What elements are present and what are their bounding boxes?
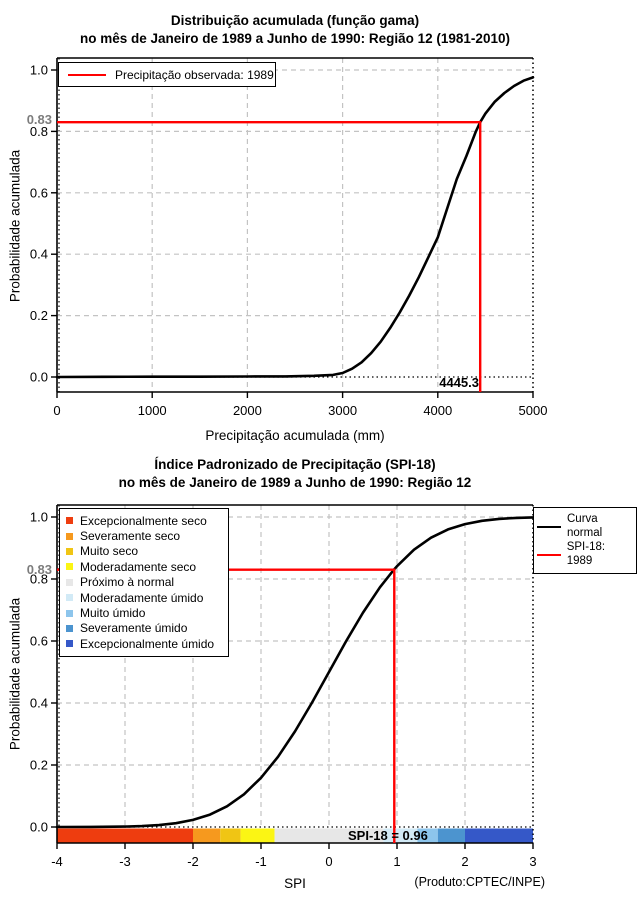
category-label: Moderadamente úmido: [80, 590, 204, 605]
spi-x-tick-label: 1: [393, 854, 400, 869]
spi-colorbar-segment: [240, 828, 275, 843]
category-swatch-icon: [66, 578, 73, 586]
normal-curve-label: Curva normal: [567, 513, 602, 540]
gamma-y-tick-label: 0.4: [30, 247, 48, 262]
spi-category-legend-item: Moderadamente seco: [66, 559, 224, 574]
category-swatch-icon: [66, 640, 73, 648]
gamma-legend-label: Precipitação observada: 1989: [115, 67, 274, 82]
category-swatch-icon: [66, 563, 73, 571]
spi-cdf-curve: [55, 516, 535, 829]
gamma-x-tick-label: 5000: [519, 403, 548, 418]
spi-series-label: SPI-18: 1989: [566, 541, 606, 567]
spi-category-legend-item: Severamente úmido: [66, 621, 224, 636]
spi-x-tick-label: 2: [461, 854, 468, 869]
category-label: Severamente seco: [80, 529, 181, 544]
category-label: Moderadamente seco: [80, 559, 197, 574]
category-swatch-icon: [66, 594, 73, 602]
spi-curve-legend: Curva normal SPI-18: 1989: [533, 507, 637, 574]
spi-chart-title: Índice Padronizado de Precipitação (SPI-…: [0, 456, 590, 492]
gamma-y-tick-label: 1.0: [30, 63, 48, 78]
spi-category-legend-item: Excepcionalmente seco: [66, 513, 224, 528]
spi-title-line2: no mês de Janeiro de 1989 a Junho de 199…: [118, 475, 472, 490]
spi-x-tick-label: 3: [529, 854, 536, 869]
spi-category-legend-item: Severamente seco: [66, 528, 224, 543]
category-label: Muito úmido: [80, 606, 146, 621]
spi-value-annotation: SPI-18 = 0.96: [348, 828, 428, 843]
category-swatch-icon: [66, 532, 73, 540]
spi-category-legend-item: Excepcionalmente úmido: [66, 636, 224, 651]
spi-x-tick-label: -3: [119, 854, 131, 869]
gamma-title-line2: no mês de Janeiro de 1989 a Junho de 199…: [80, 31, 510, 46]
spi-colorbar-segment: [220, 828, 241, 843]
spi-title-line1: Índice Padronizado de Precipitação (SPI-…: [154, 457, 436, 472]
gamma-x-tick-label: 4000: [423, 403, 452, 418]
spi-x-axis-title: SPI: [284, 876, 306, 891]
spi-colorbar-segment: [437, 828, 465, 843]
spi-category-legend-item: Muito úmido: [66, 605, 224, 620]
gamma-legend: Precipitação observada: 1989: [58, 62, 276, 87]
normal-curve-label-line2: normal: [567, 526, 603, 539]
gamma-chart-title: Distribuição acumulada (função gama) no …: [0, 12, 590, 48]
gamma-x-tick-label: 3000: [328, 403, 357, 418]
category-swatch-icon: [66, 624, 73, 632]
spi-series-legend-item: SPI-18: 1989: [537, 541, 633, 568]
category-label: Muito seco: [80, 544, 139, 559]
spi-series-line-sample: [537, 553, 561, 556]
gamma-y-tick-label: 0.6: [30, 185, 48, 200]
gamma-x-tick-label: 2000: [233, 403, 262, 418]
normal-curve-label-line1: Curva: [567, 513, 598, 525]
normal-curve-legend-item: Curva normal: [537, 513, 633, 540]
gamma-value-annotation: 4445.3: [439, 375, 479, 390]
spi-colorbar-segment: [193, 828, 221, 843]
category-swatch-icon: [66, 609, 73, 617]
spi-y-tick-label: 0.6: [30, 634, 48, 649]
gamma-prob-annotation: 0.83: [26, 112, 52, 127]
spi-y-tick-label: 0.2: [30, 758, 48, 773]
producer-credit: (Produto:CPTEC/INPE): [414, 875, 545, 889]
category-label: Excepcionalmente seco: [80, 513, 207, 528]
spi-prob-annotation: 0.83: [26, 562, 52, 577]
spi-category-legend-item: Muito seco: [66, 544, 224, 559]
category-label: Excepcionalmente úmido: [80, 636, 215, 651]
gamma-y-tick-label: 0.2: [30, 308, 48, 323]
spi-x-tick-label: -2: [187, 854, 199, 869]
spi-colorbar-segment: [274, 828, 384, 843]
gamma-x-tick-label: 0: [53, 403, 60, 418]
spi-y-tick-label: 0.4: [30, 696, 48, 711]
gamma-observed-crosshair: [57, 120, 482, 392]
spi-y-tick-label: 0.8: [30, 572, 48, 587]
gamma-y-tick-label: 0.0: [30, 370, 48, 385]
spi-colorbar-segment: [57, 828, 193, 843]
category-swatch-icon: [66, 517, 73, 525]
spi-colorbar-segment: [417, 828, 438, 843]
spi-colorbar-segment: [465, 828, 533, 843]
spi-y-tick-label: 1.0: [30, 510, 48, 525]
spi-x-tick-label: -4: [51, 854, 63, 869]
observed-line-sample: [68, 73, 106, 76]
spi-x-tick-label: -1: [255, 854, 267, 869]
gamma-y-axis-title: Probabilidade acumulada: [7, 149, 23, 303]
category-swatch-icon: [66, 547, 73, 555]
normal-curve-line-sample: [537, 525, 561, 528]
gamma-y-tick-label: 0.8: [30, 124, 48, 139]
category-label: Próximo à normal: [80, 575, 175, 590]
gamma-title-line1: Distribuição acumulada (função gama): [170, 13, 420, 28]
spi-x-tick-label: 0: [325, 854, 332, 869]
spi-category-legend-item: Moderadamente úmido: [66, 590, 224, 605]
spi-category-legend-item: Próximo à normal: [66, 575, 224, 590]
gamma-cdf-curve: [55, 76, 535, 379]
gamma-x-tick-label: 1000: [138, 403, 167, 418]
spi-colorbar-segment: [383, 828, 418, 843]
spi-y-tick-label: 0.0: [30, 820, 48, 835]
spi-category-legend: Excepcionalmente seco Severamente seco Mui…: [59, 508, 229, 657]
category-label: Severamente úmido: [80, 621, 188, 636]
spi-y-axis-title: Probabilidade acumulada: [7, 597, 23, 751]
gamma-x-axis-title: Precipitação acumulada (mm): [205, 428, 385, 443]
